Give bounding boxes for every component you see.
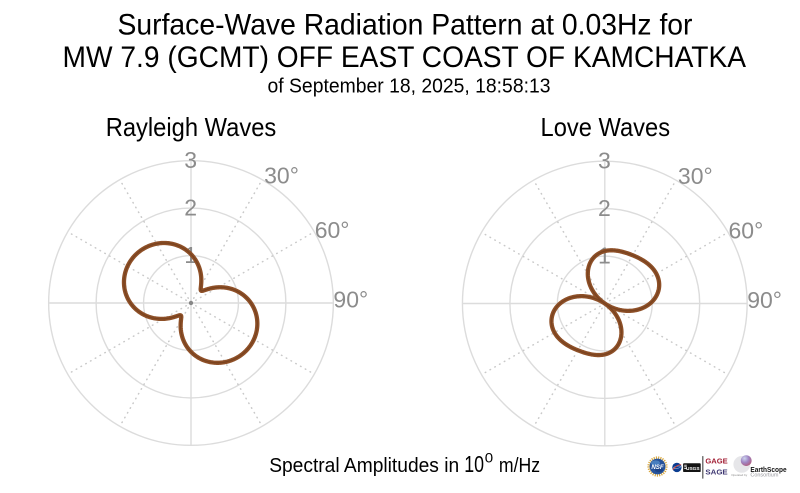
svg-text:m/Hz: m/Hz	[499, 455, 540, 477]
svg-text:30°: 30°	[264, 163, 299, 189]
svg-text:SAGE: SAGE	[705, 467, 727, 476]
svg-text:Surface-Wave Radiation Pattern: Surface-Wave Radiation Pattern at 0.03Hz…	[118, 9, 693, 42]
svg-text:1: 1	[598, 243, 611, 269]
svg-text:Consortium: Consortium	[750, 473, 778, 479]
svg-text:3: 3	[184, 147, 197, 173]
svg-text:Spectral Amplitudes in: Spectral Amplitudes in	[269, 455, 459, 477]
svg-text:10: 10	[464, 451, 484, 477]
svg-text:90°: 90°	[333, 287, 368, 313]
svg-text:2: 2	[598, 195, 611, 221]
svg-text:Operated by: Operated by	[731, 473, 747, 477]
svg-text:of September 18, 2025, 18:58:1: of September 18, 2025, 18:58:13	[268, 76, 551, 98]
svg-text:NSF: NSF	[651, 464, 664, 471]
svg-text:Love Waves: Love Waves	[541, 112, 671, 142]
svg-text:90°: 90°	[747, 287, 782, 313]
svg-text:60°: 60°	[729, 217, 764, 243]
svg-text:Rayleigh Waves: Rayleigh Waves	[106, 112, 277, 142]
svg-text:3: 3	[598, 148, 611, 174]
svg-text:30°: 30°	[678, 163, 713, 189]
svg-text:MW 7.9 (GCMT) OFF EAST COAST O: MW 7.9 (GCMT) OFF EAST COAST OF KAMCHATK…	[63, 41, 747, 74]
svg-text:0: 0	[485, 451, 494, 466]
svg-text:USGS: USGS	[686, 466, 700, 472]
svg-text:GAGE: GAGE	[705, 457, 727, 466]
svg-text:EarthScope: EarthScope	[750, 465, 786, 474]
svg-text:60°: 60°	[315, 217, 350, 243]
svg-text:2: 2	[184, 195, 197, 221]
